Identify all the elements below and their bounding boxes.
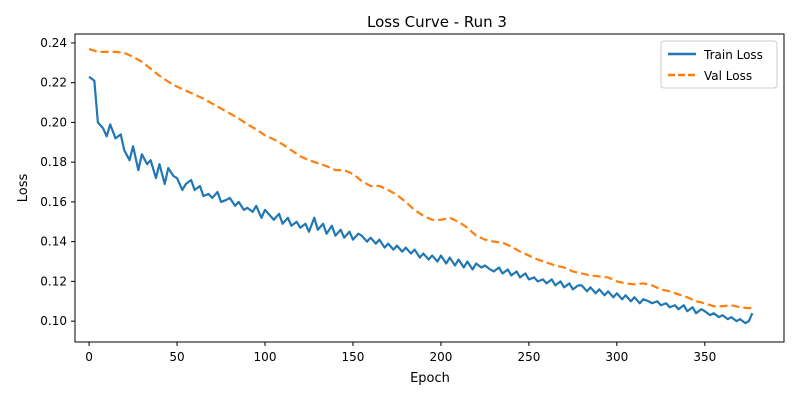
y-tick-label: 0.14 [40,235,67,249]
y-axis-label: Loss [16,174,31,203]
x-tick-label: 300 [605,350,628,364]
plot-frame [74,33,785,343]
y-tick-label: 0.24 [40,36,67,50]
series-line-train-loss [88,75,754,325]
y-tick-label: 0.12 [40,274,67,288]
legend-label-train-loss: Train Loss [703,48,763,62]
x-tick-label: 350 [693,350,716,364]
legend-label-val-loss: Val Loss [704,69,752,83]
chart-title: Loss Curve - Run 3 [367,13,507,31]
y-tick-label: 0.20 [40,115,67,129]
x-tick-label: 50 [169,350,184,364]
legend: Train Loss Val Loss [660,40,778,89]
x-axis-ticks: 0 50 100 150 200 250 300 350 [85,342,716,364]
plot-area [88,47,754,325]
y-axis-ticks: 0.10 0.12 0.14 0.16 0.18 0.20 0.22 0.24 [40,36,75,328]
y-tick-label: 0.16 [40,195,67,209]
x-tick-label: 150 [342,350,365,364]
series-line-val-loss [88,47,753,310]
y-tick-label: 0.22 [40,76,67,90]
x-tick-label: 0 [85,350,93,364]
x-tick-label: 250 [517,350,540,364]
x-tick-label: 100 [254,350,277,364]
y-tick-label: 0.18 [40,155,67,169]
x-tick-label: 200 [429,350,452,364]
y-tick-label: 0.10 [40,314,67,328]
x-axis-label: Epoch [410,371,450,386]
